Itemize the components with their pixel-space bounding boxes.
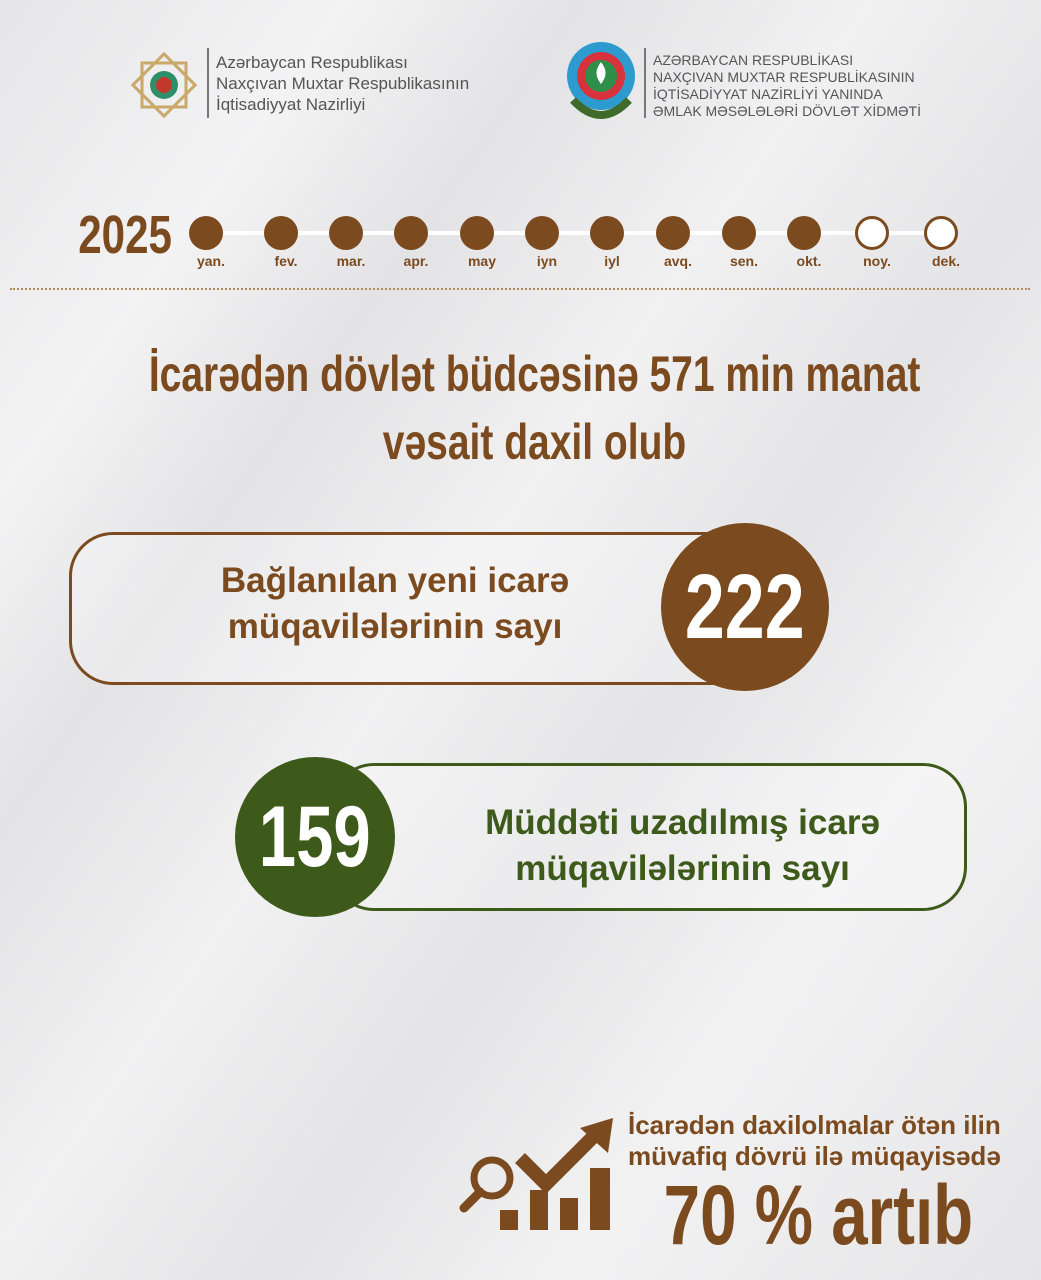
month-label: sen. (729, 253, 758, 269)
month-label: apr. (403, 253, 429, 269)
logo-line: İqtisadiyyat Nazirliyi (216, 95, 366, 114)
month-label: fev. (274, 253, 298, 269)
month-label: noy. (863, 253, 891, 269)
month-label: may (467, 253, 497, 269)
divider (644, 48, 646, 118)
extended-contracts-label: Müddəti uzadılmış icarə müqavilələrinin … (400, 800, 965, 892)
label-line: müqavilələrinin sayı (515, 849, 850, 888)
growth-line: müvafiq dövrü ilə müqayisədə (628, 1141, 1001, 1171)
dotted-divider (10, 288, 1030, 290)
headline-line: İcarədən dövlət büdcəsinə 571 min manat (149, 346, 921, 402)
month-dot-filled (722, 216, 756, 250)
month-dot-empty (924, 216, 958, 250)
new-contracts-label: Bağlanılan yeni icarə müqavilələrinin sa… (110, 558, 680, 650)
month-dot-filled (264, 216, 298, 250)
timeline-year: 2025 (60, 204, 190, 266)
state-emblem (565, 40, 637, 124)
month-label: avq. (663, 253, 692, 269)
label-line: Müddəti uzadılmış icarə (485, 803, 880, 842)
new-contracts-card (69, 532, 759, 685)
divider (207, 48, 209, 118)
growth-percent: 70 % artıb (663, 1168, 974, 1262)
timeline-line (206, 231, 942, 235)
logo-line: Azərbaycan Respublikası (216, 53, 408, 72)
count-value: 222 (685, 555, 805, 658)
extended-contracts-card (330, 763, 967, 911)
month-dot-filled (590, 216, 624, 250)
logo-line: ƏMLAK MƏSƏLƏLƏRİ DÖVLƏT XİDMƏTİ (653, 103, 921, 119)
month-dot-filled (460, 216, 494, 250)
growth-value: 70 % artıb (620, 1172, 990, 1258)
year-text: 2025 (78, 205, 172, 265)
extended-contracts-count-badge: 159 (235, 757, 395, 917)
month-dot-empty (855, 216, 889, 250)
month-label: okt. (796, 253, 822, 269)
logo-line: İQTİSADİYYAT NAZİRLİYİ YANINDA (653, 86, 883, 102)
month-label: dek. (931, 253, 960, 269)
month-dot-filled (329, 216, 363, 250)
label-line: müqavilələrinin sayı (227, 607, 563, 646)
growth-line: İcarədən daxilolmalar ötən ilin (628, 1110, 1001, 1140)
logo-line: Naxçıvan Muxtar Respublikasının (216, 74, 470, 93)
growth-chart-icon (458, 1118, 618, 1241)
month-label: iyn (536, 253, 558, 269)
growth-description: İcarədən daxilolmalar ötən ilin müvafiq … (628, 1110, 1001, 1172)
month-dot-filled (787, 216, 821, 250)
ministry-logo (125, 46, 203, 124)
month-dot-filled (189, 216, 223, 250)
ministry-name: Azərbaycan Respublikası Naxçıvan Muxtar … (216, 52, 469, 115)
month-dot-filled (525, 216, 559, 250)
headline-line: vəsait daxil olub (383, 414, 687, 470)
month-dot-filled (394, 216, 428, 250)
count-value: 159 (259, 788, 371, 885)
month-label: iyl (604, 253, 620, 269)
month-label: yan. (196, 253, 225, 269)
logo-line: AZƏRBAYCAN RESPUBLİKASI (653, 52, 854, 68)
month-dot-filled (656, 216, 690, 250)
month-label: mar. (336, 253, 366, 269)
new-contracts-count-badge: 222 (661, 523, 829, 691)
logo-line: NAXÇIVAN MUXTAR RESPUBLİKASININ (653, 69, 915, 85)
headline: İcarədən dövlət büdcəsinə 571 min manat … (0, 340, 1041, 476)
label-line: Bağlanılan yeni icarə (220, 561, 570, 600)
service-name: AZƏRBAYCAN RESPUBLİKASI NAXÇIVAN MUXTAR … (653, 52, 921, 120)
